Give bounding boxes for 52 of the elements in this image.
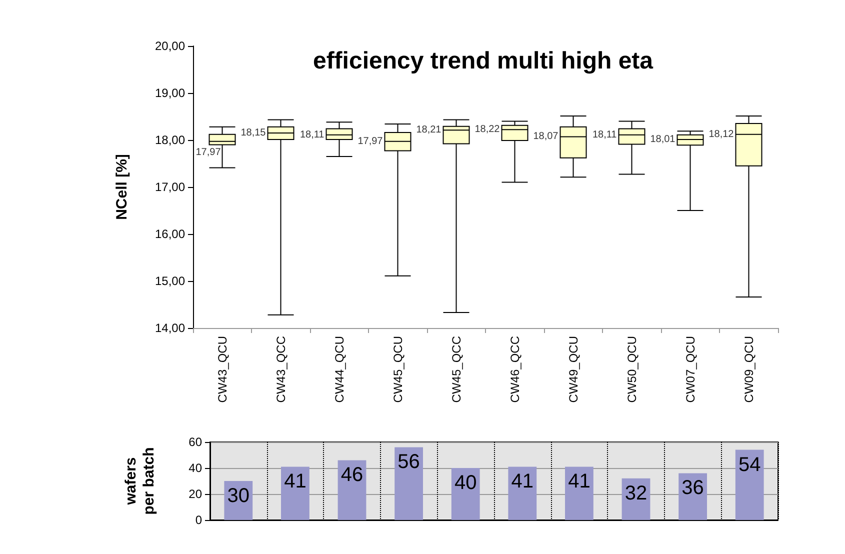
annotation: 17,97	[358, 136, 384, 147]
x-tick-label: CW49_QCU	[566, 336, 580, 403]
y-tick-label: 16,00	[154, 227, 186, 241]
data-label: 36	[682, 477, 704, 500]
x-tick-label: CW09_QCU	[742, 336, 756, 403]
x-tick-label: CW46_QCC	[508, 336, 522, 403]
x-tick-label: CW45_QCC	[449, 336, 464, 403]
x-tick-label: CW44_QCU	[332, 336, 346, 403]
x-tick-label: CW43_QCC	[274, 336, 288, 403]
bar	[281, 466, 310, 520]
y-tick-label: 60	[188, 435, 202, 449]
annotation: 18,22	[474, 124, 500, 136]
annotation: 18,01	[650, 134, 676, 146]
chart-title: efficiency trend multi high eta	[312, 48, 654, 74]
bar	[678, 473, 707, 520]
y-tick-label: 19,00	[154, 86, 186, 100]
annotation: 18,11	[300, 129, 325, 140]
y-tick-label: 14,00	[154, 321, 186, 335]
data-label: 46	[340, 464, 364, 486]
y-tick-label: 20,00	[154, 39, 186, 53]
y-tick-label: 15,00	[154, 274, 186, 288]
y-tick-label: 18,00	[154, 133, 186, 147]
data-label: 30	[227, 485, 250, 507]
data-label: 41	[511, 470, 534, 493]
bar	[338, 460, 366, 520]
y-tick-label: 0	[195, 513, 202, 527]
annotation: 18,11	[592, 129, 618, 140]
x-tick-label: CW45_QCU	[390, 336, 405, 403]
data-label: 56	[398, 451, 420, 474]
annotation: 17,97	[196, 146, 222, 158]
bar	[565, 466, 594, 520]
annotation: 18,07	[533, 131, 559, 142]
data-label: 41	[568, 470, 590, 493]
y-axis-title: wafers per batch	[122, 447, 158, 515]
bar	[735, 450, 764, 520]
data-label: 41	[284, 470, 306, 493]
x-tick-label: CW50_QCU	[624, 336, 639, 403]
bar	[508, 466, 537, 520]
x-tick-label: CW07_QCU	[683, 336, 698, 403]
annotation: 18,21	[416, 124, 442, 136]
data-label: 40	[454, 472, 477, 494]
x-tick-label: CW43_QCU	[215, 336, 230, 403]
y-tick-label: 40	[188, 461, 202, 475]
y-tick-label: 20	[188, 487, 202, 501]
annotation: 18,15	[240, 127, 266, 138]
bar	[451, 468, 480, 520]
data-label: 54	[738, 454, 761, 476]
data-label: 32	[624, 482, 648, 504]
bar	[394, 447, 423, 520]
y-tick-label: 17,00	[154, 180, 186, 194]
annotation: 18,12	[708, 128, 734, 140]
y-axis-title: NCell [%]	[114, 154, 130, 220]
